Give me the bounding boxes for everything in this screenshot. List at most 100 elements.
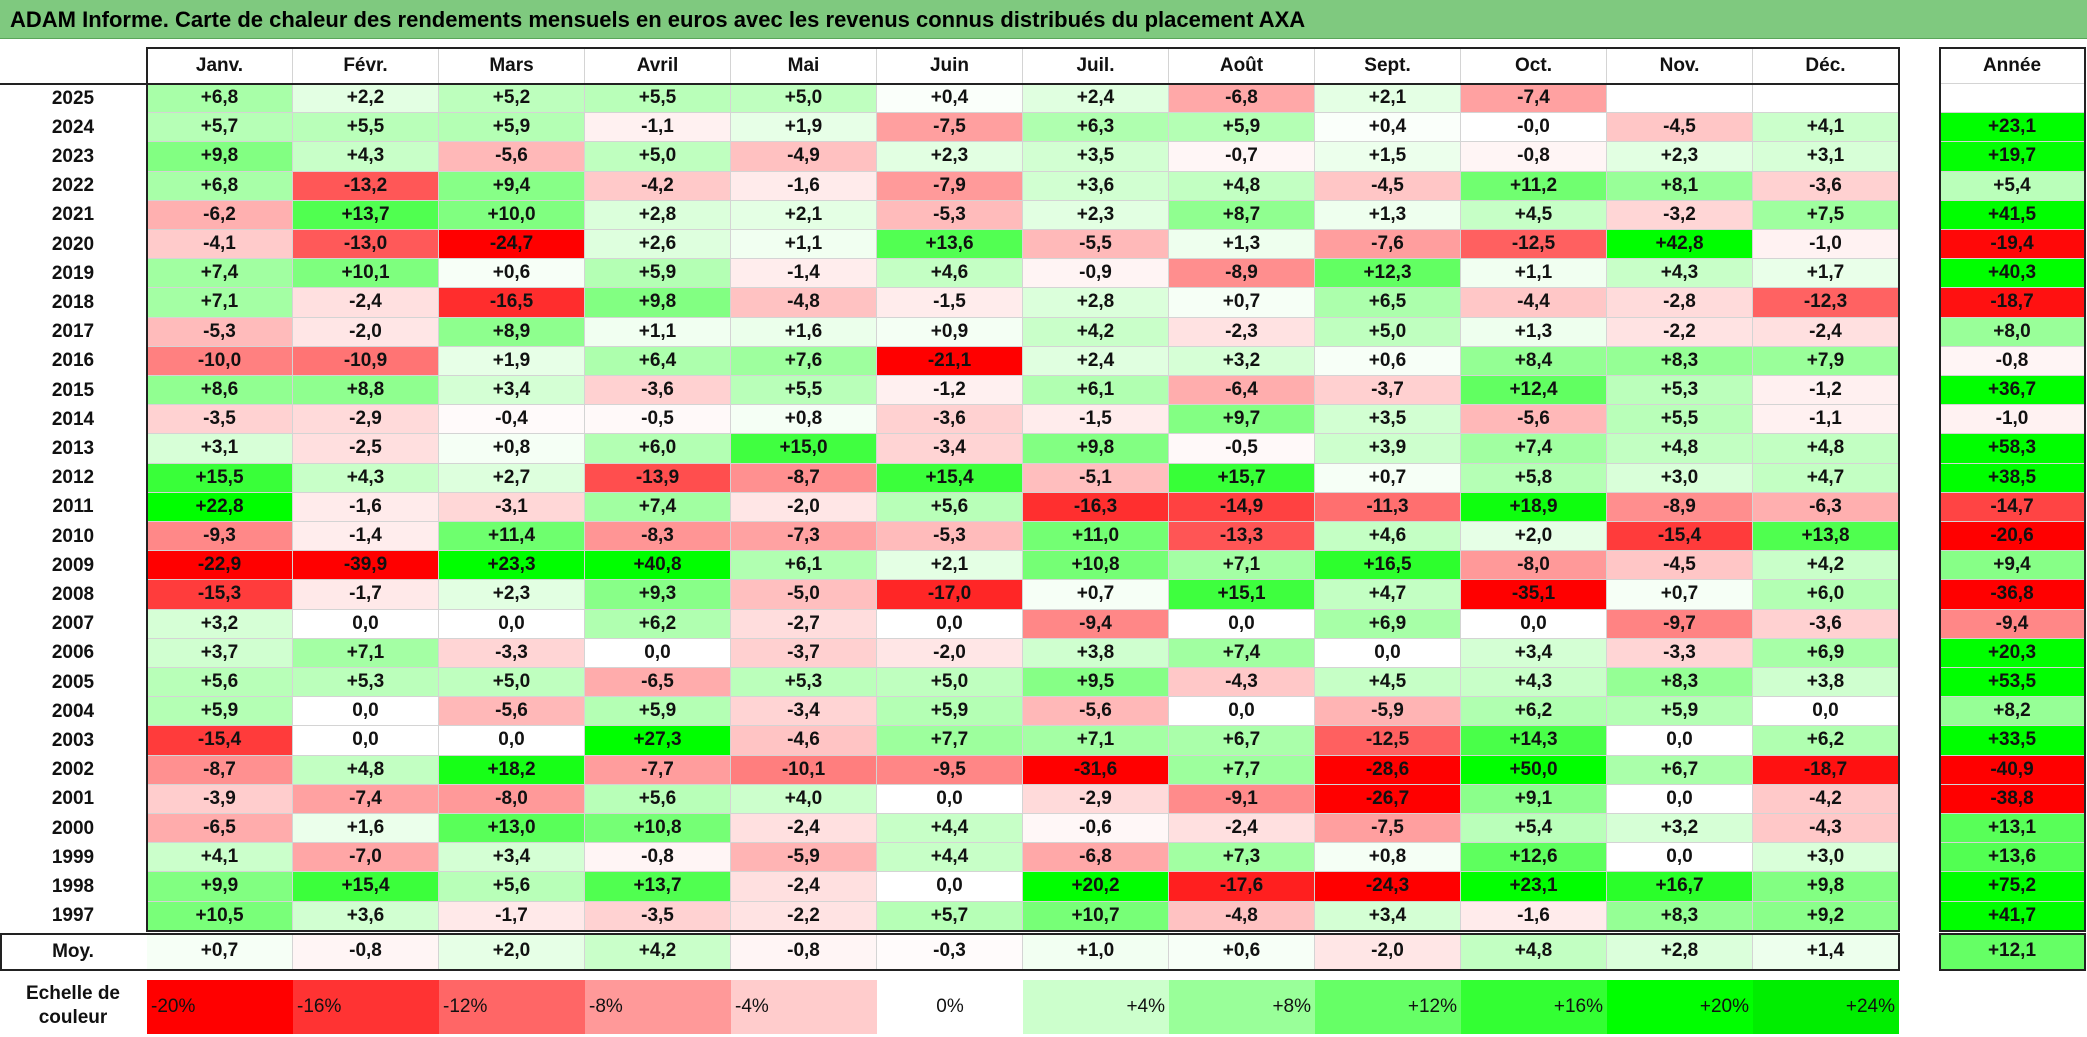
- year-label: 2021: [51, 204, 95, 226]
- heatmap-cell: 0,0: [1753, 697, 1899, 727]
- heatmap-cell: +3,2: [1169, 346, 1315, 376]
- heatmap-cell: -7,7: [585, 755, 731, 785]
- heatmap-cell: -3,3: [1607, 638, 1753, 668]
- heatmap-cell: +0,7: [1169, 288, 1315, 318]
- heatmap-cell: +6,0: [1753, 580, 1899, 610]
- month-header: Avril: [585, 48, 731, 84]
- heatmap-cell: -26,7: [1315, 784, 1461, 814]
- heatmap-cell: -1,1: [1753, 405, 1899, 435]
- heatmap-cell: +4,4: [877, 814, 1023, 844]
- year-label: 2014: [51, 408, 95, 430]
- heatmap-cell: -5,9: [731, 843, 877, 873]
- heatmap-cell: +11,2: [1461, 171, 1607, 201]
- heatmap-cell: -5,0: [731, 580, 877, 610]
- heatmap-cell: +13,7: [585, 872, 731, 902]
- heatmap-cell: -3,7: [731, 638, 877, 668]
- heatmap-cell: +5,0: [731, 84, 877, 114]
- heatmap-cell: +4,3: [1461, 668, 1607, 698]
- heatmap-cell: +3,7: [147, 638, 293, 668]
- annual-cell: -0,8: [1940, 346, 2085, 376]
- heatmap-cell: -7,9: [877, 171, 1023, 201]
- heatmap-cell: -8,7: [731, 463, 877, 493]
- heatmap-cell: +9,1: [1461, 784, 1607, 814]
- month-header: Févr.: [293, 48, 439, 84]
- heatmap-cell: -7,0: [293, 843, 439, 873]
- heatmap-cell: +5,0: [585, 142, 731, 172]
- year-label: 2002: [51, 759, 95, 781]
- heatmap-cell: +12,4: [1461, 376, 1607, 406]
- heatmap-cell: +4,0: [731, 784, 877, 814]
- heatmap-cell: -13,2: [293, 171, 439, 201]
- heatmap-cell: -2,0: [877, 638, 1023, 668]
- average-cell: -0,8: [731, 933, 877, 970]
- annual-header: Année: [1940, 48, 2085, 84]
- heatmap-cell: +2,3: [877, 142, 1023, 172]
- heatmap-cell: +9,9: [147, 872, 293, 902]
- color-scale-step: +8%: [1169, 980, 1315, 1034]
- annual-cell: -14,7: [1940, 492, 2085, 522]
- heatmap-cell: -16,3: [1023, 492, 1169, 522]
- heatmap-cell: +4,1: [1753, 113, 1899, 143]
- heatmap-cell: +6,8: [147, 171, 293, 201]
- year-label: 2025: [51, 87, 95, 109]
- heatmap-cell: -24,7: [439, 230, 585, 260]
- heatmap-cell: -9,7: [1607, 609, 1753, 639]
- heatmap-cell: 0,0: [585, 638, 731, 668]
- heatmap-cell: -9,3: [147, 522, 293, 552]
- heatmap-cell: 0,0: [1607, 784, 1753, 814]
- heatmap-cell: -4,3: [1169, 668, 1315, 698]
- heatmap-cell: -1,0: [1753, 230, 1899, 260]
- heatmap-cell: -7,3: [731, 522, 877, 552]
- heatmap-cell: -4,1: [147, 230, 293, 260]
- heatmap-cell: +14,3: [1461, 726, 1607, 756]
- heatmap-cell: -0,8: [1461, 142, 1607, 172]
- heatmap-cell: +10,8: [1023, 551, 1169, 581]
- heatmap-cell: -18,7: [1753, 755, 1899, 785]
- heatmap-cell: +2,7: [439, 463, 585, 493]
- color-scale-step: +20%: [1607, 980, 1753, 1034]
- heatmap-cell: +3,9: [1315, 434, 1461, 464]
- heatmap-cell: +5,9: [585, 697, 731, 727]
- heatmap-cell: +0,7: [1607, 580, 1753, 610]
- heatmap-cell: -14,9: [1169, 492, 1315, 522]
- heatmap-cell: +9,8: [147, 142, 293, 172]
- average-cell: -0,8: [293, 933, 439, 970]
- annual-cell: +40,3: [1940, 259, 2085, 289]
- heatmap-cell: +7,4: [1169, 638, 1315, 668]
- heatmap-cell: -12,3: [1753, 288, 1899, 318]
- heatmap-cell: -7,5: [877, 113, 1023, 143]
- annual-cell: +41,5: [1940, 200, 2085, 230]
- heatmap-cell: +3,1: [1753, 142, 1899, 172]
- year-label: 2009: [51, 554, 95, 576]
- year-label: 2001: [51, 788, 95, 810]
- heatmap-cell: -6,3: [1753, 492, 1899, 522]
- heatmap-cell: -15,3: [147, 580, 293, 610]
- color-scale-step: -12%: [439, 980, 585, 1034]
- year-label: 2006: [51, 642, 95, 664]
- heatmap-cell: +0,9: [877, 317, 1023, 347]
- heatmap-cell: -1,6: [731, 171, 877, 201]
- heatmap-cell: -13,0: [293, 230, 439, 260]
- heatmap-cell: +15,0: [731, 434, 877, 464]
- month-header: Juil.: [1023, 48, 1169, 84]
- annual-cell: +20,3: [1940, 638, 2085, 668]
- year-label: 2018: [51, 291, 95, 313]
- heatmap-cell: +2,3: [1607, 142, 1753, 172]
- heatmap-cell: +4,5: [1461, 200, 1607, 230]
- heatmap-cell: +9,3: [585, 580, 731, 610]
- heatmap-cell: +5,5: [585, 84, 731, 114]
- heatmap-cell: +2,1: [731, 200, 877, 230]
- month-header: Déc.: [1753, 48, 1899, 84]
- heatmap-cell: +1,7: [1753, 259, 1899, 289]
- heatmap-cell: -3,5: [585, 901, 731, 931]
- heatmap-cell: +11,0: [1023, 522, 1169, 552]
- heatmap-cell: -6,4: [1169, 376, 1315, 406]
- heatmap-cell: +10,7: [1023, 901, 1169, 931]
- heatmap-cell: -4,8: [731, 288, 877, 318]
- heatmap-cell: -1,7: [439, 901, 585, 931]
- heatmap-cell: -3,4: [877, 434, 1023, 464]
- heatmap-cell: -8,0: [1461, 551, 1607, 581]
- heatmap-cell: -1,6: [293, 492, 439, 522]
- heatmap-cell: +2,8: [585, 200, 731, 230]
- heatmap-cell: +7,1: [1023, 726, 1169, 756]
